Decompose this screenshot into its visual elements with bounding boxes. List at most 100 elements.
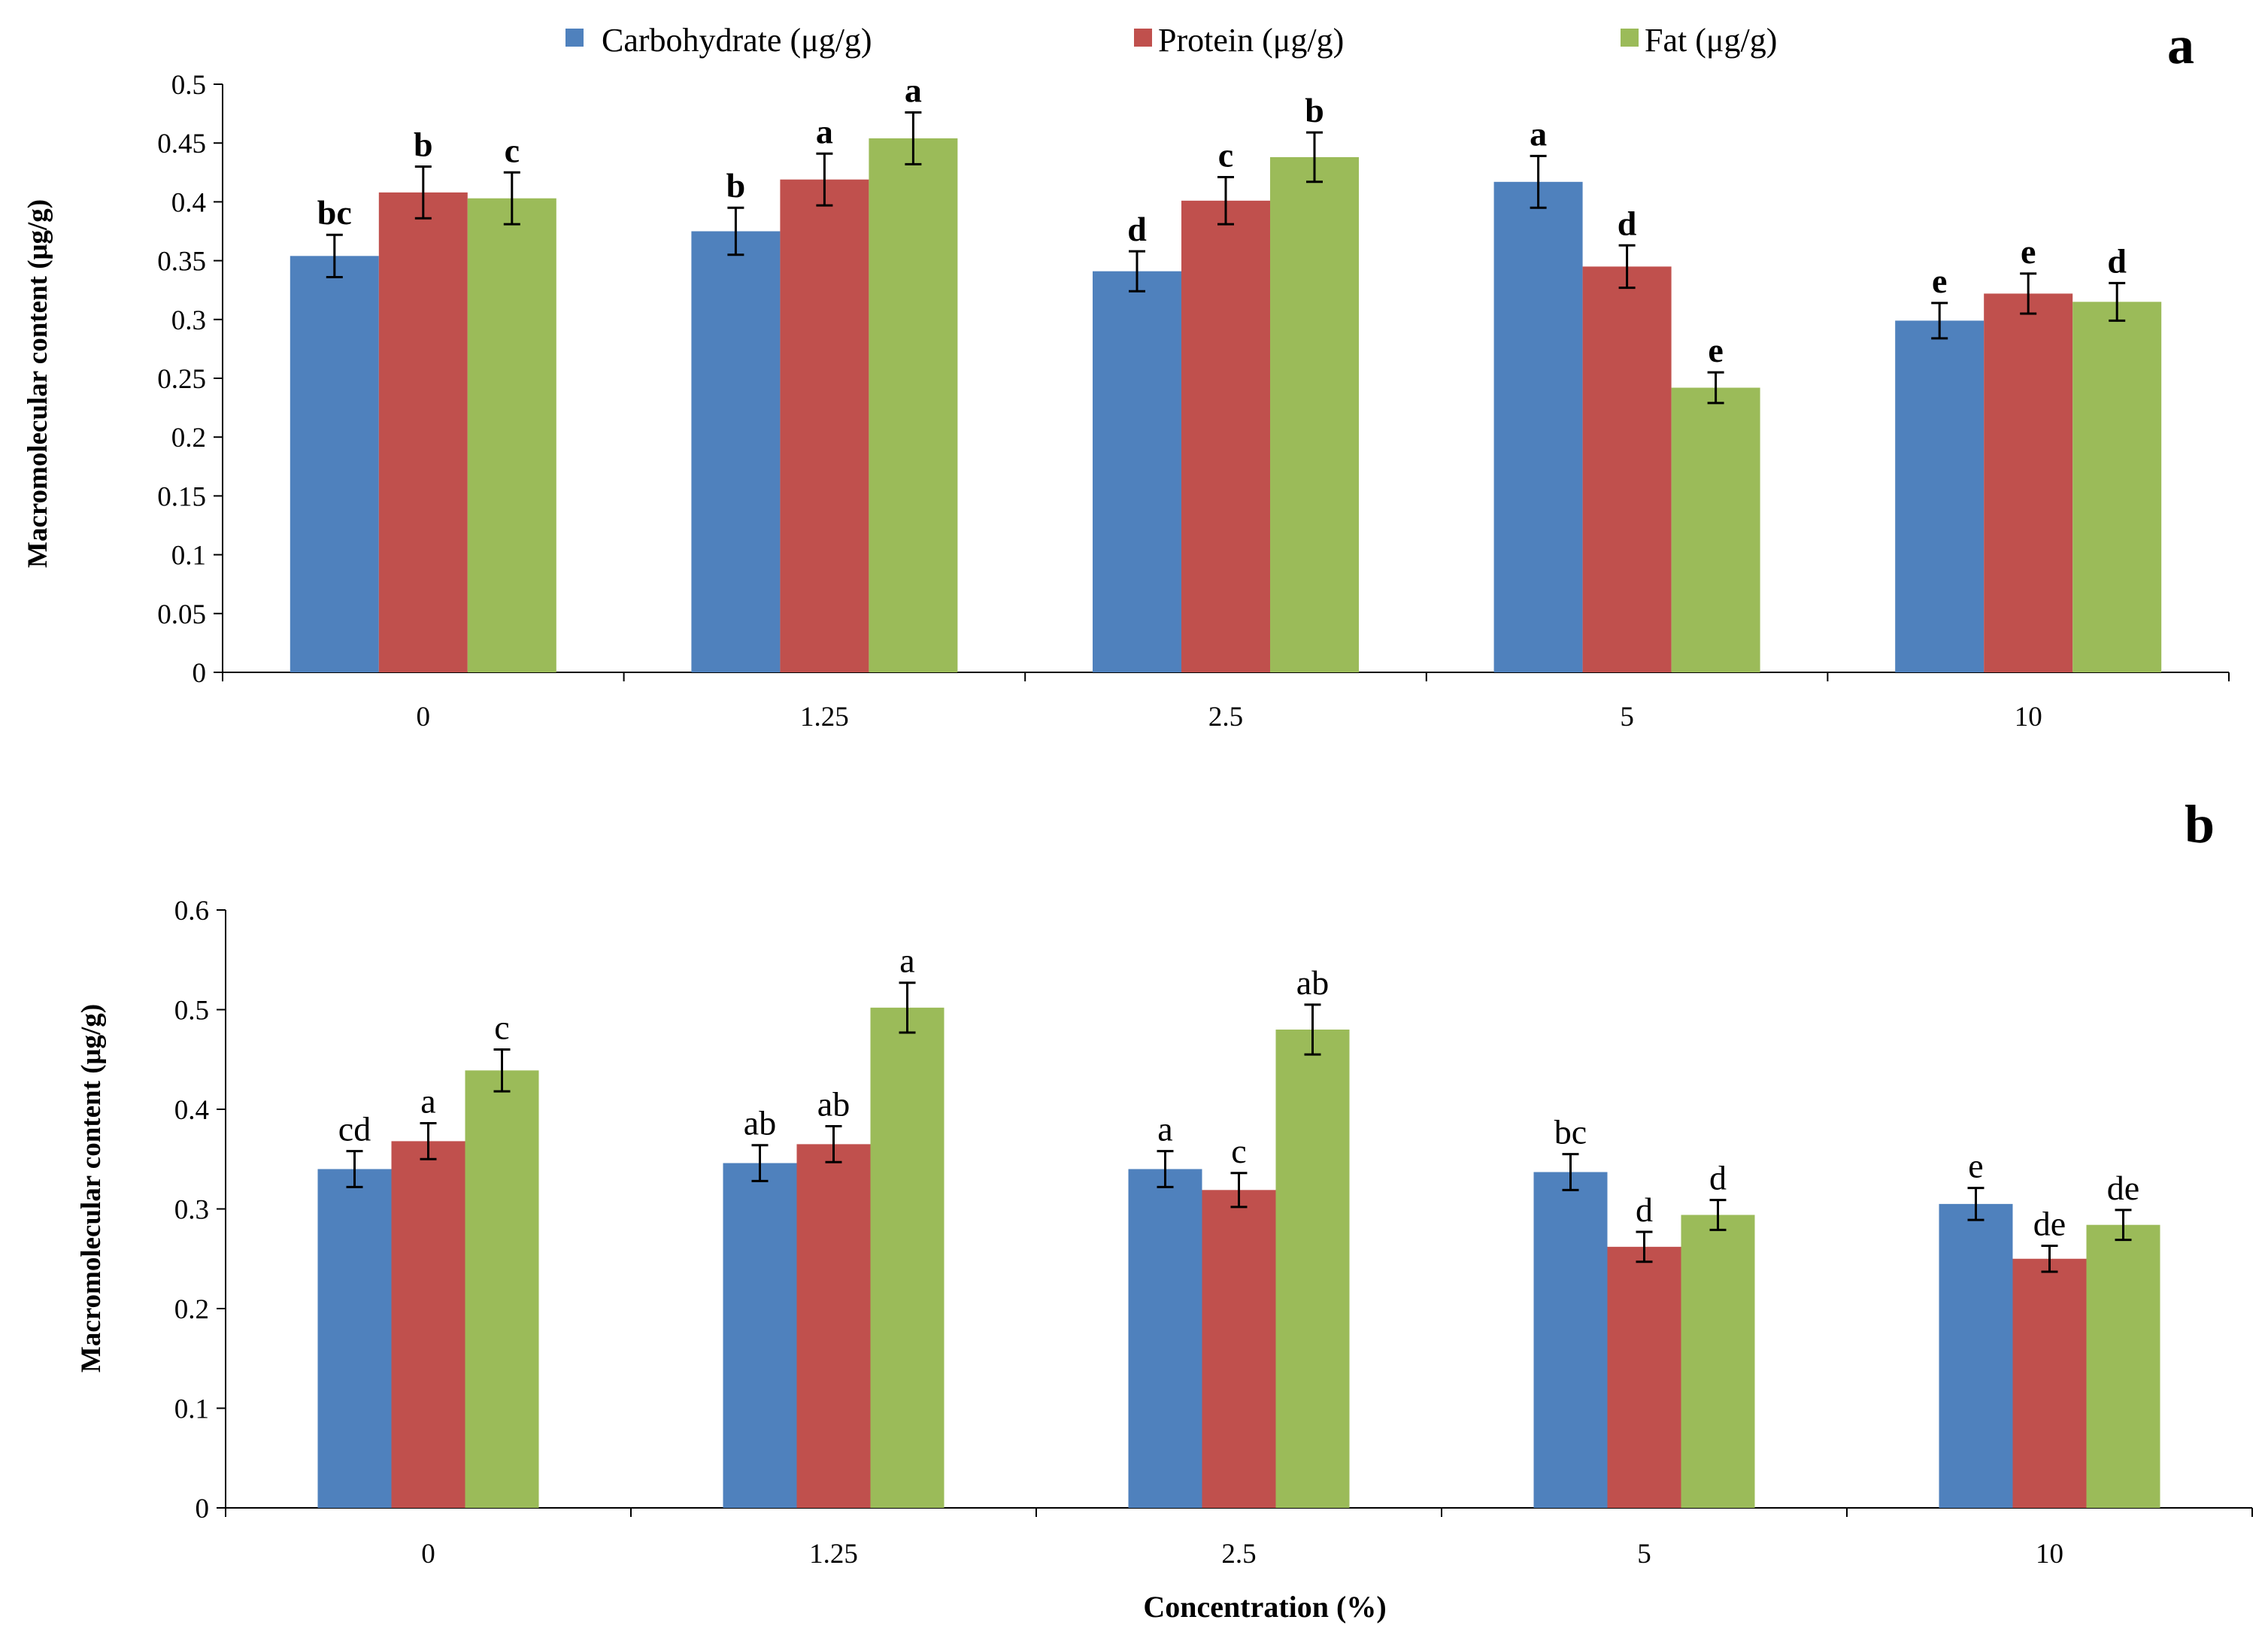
significance-letter: bc xyxy=(317,193,352,232)
bar-carbohydrate xyxy=(691,231,781,672)
x-tick-label: 5 xyxy=(1620,702,1634,733)
y-tick-label: 0.5 xyxy=(171,70,206,101)
significance-letter: d xyxy=(1618,204,1637,242)
significance-letter: d xyxy=(1709,1159,1727,1197)
bar-protein xyxy=(1181,200,1270,672)
bar-carbohydrate xyxy=(1128,1169,1202,1508)
significance-letter: d xyxy=(2107,241,2127,280)
bar-fat xyxy=(1270,156,1359,672)
significance-letter: c xyxy=(1231,1132,1246,1170)
significance-letter: a xyxy=(899,942,914,980)
significance-letter: ab xyxy=(1296,963,1329,1002)
legend-swatch-fat xyxy=(1621,29,1639,47)
y-tick-label: 0.15 xyxy=(157,481,206,512)
y-tick-label: 0 xyxy=(196,1494,210,1524)
legend-label-carbohydrate: Carbohydrate (μg/g) xyxy=(602,22,872,59)
bar-protein xyxy=(780,179,869,672)
significance-letter: e xyxy=(1708,331,1723,369)
y-tick-label: 0.4 xyxy=(174,1095,209,1126)
bar-protein xyxy=(1984,293,2073,672)
x-tick-label: 10 xyxy=(2015,702,2042,733)
significance-letter: c xyxy=(1218,136,1233,174)
significance-letter: a xyxy=(1157,1110,1172,1148)
significance-letter: b xyxy=(726,166,746,205)
y-tick-label: 0.2 xyxy=(174,1294,209,1325)
legend-label-protein: Protein (μg/g) xyxy=(1158,22,1344,59)
bar-protein xyxy=(2012,1258,2087,1508)
y-tick-label: 0.35 xyxy=(157,247,206,278)
bar-carbohydrate xyxy=(317,1169,392,1508)
bar-carbohydrate xyxy=(1533,1172,1608,1508)
bar-carbohydrate xyxy=(290,256,379,672)
bar-protein xyxy=(378,192,468,672)
panel-label-a: a xyxy=(2167,15,2194,75)
y-tick-label: 0.4 xyxy=(171,187,206,218)
plot-a: 0 0.05 0.1 0.15 0.2 0.25 0.3 0.35 0.4 0.45 0.5 0 1.2… xyxy=(157,70,2230,733)
bar-protein xyxy=(1607,1246,1681,1508)
bar-fat xyxy=(1671,387,1760,672)
significance-letter: bc xyxy=(1554,1113,1587,1151)
significance-letter: c xyxy=(494,1009,509,1047)
bar-carbohydrate xyxy=(723,1163,797,1508)
bar-protein xyxy=(391,1141,465,1508)
significance-letter: c xyxy=(505,131,520,169)
legend: Carbohydrate (μg/g) Protein (μg/g) Fat (… xyxy=(565,22,1777,59)
significance-letter: e xyxy=(1932,262,1947,300)
y-tick-label: 0 xyxy=(193,658,207,689)
y-tick-label: 0.05 xyxy=(157,599,206,630)
bar-fat xyxy=(2086,1224,2160,1508)
significance-letter: cd xyxy=(338,1110,371,1148)
x-tick-label: 1.25 xyxy=(800,702,849,733)
significance-letter: a xyxy=(420,1082,435,1121)
bar-fat xyxy=(467,198,556,672)
bar-carbohydrate xyxy=(1895,320,1984,672)
bar-protein xyxy=(796,1144,871,1508)
bar-fat xyxy=(1681,1215,1755,1508)
bar-carbohydrate xyxy=(1939,1203,2013,1508)
significance-letter: a xyxy=(816,112,833,150)
x-tick-label: 2.5 xyxy=(1221,1539,1256,1570)
bar-fat xyxy=(2072,302,2162,672)
x-tick-label: 10 xyxy=(2036,1539,2063,1570)
bar-carbohydrate xyxy=(1493,181,1583,672)
significance-letter: de xyxy=(2033,1205,2066,1243)
y-tick-label: 0.45 xyxy=(157,129,206,159)
significance-letter: ab xyxy=(817,1085,850,1124)
significance-letter: d xyxy=(1127,210,1147,248)
y-tick-label: 0.1 xyxy=(171,541,206,572)
y-tick-label: 0.3 xyxy=(174,1195,209,1226)
y-tick-label: 0.5 xyxy=(174,996,209,1027)
bar-fat xyxy=(1275,1030,1350,1508)
x-axis-title: Concentration (%) xyxy=(1143,1590,1386,1624)
y-axis-title-a: Macromolecular content (μg/g) xyxy=(23,199,53,568)
significance-letter: e xyxy=(1968,1147,1983,1185)
significance-letter: b xyxy=(414,125,433,163)
legend-label-fat: Fat (μg/g) xyxy=(1645,22,1777,59)
y-tick-label: 0.2 xyxy=(171,423,206,453)
significance-letter: e xyxy=(2021,232,2036,271)
bar-carbohydrate xyxy=(1093,271,1181,672)
y-tick-label: 0.6 xyxy=(174,896,209,927)
significance-letter: ab xyxy=(744,1104,776,1142)
significance-letter: b xyxy=(1305,91,1324,129)
y-tick-label: 0.1 xyxy=(174,1394,209,1425)
significance-letter: d xyxy=(1636,1191,1653,1229)
x-tick-label: 1.25 xyxy=(809,1539,858,1570)
panel-label-b: b xyxy=(2185,794,2215,854)
x-tick-label: 2.5 xyxy=(1208,702,1243,733)
significance-letter: de xyxy=(2107,1169,2139,1207)
y-tick-label: 0.3 xyxy=(171,305,206,336)
x-tick-label: 0 xyxy=(421,1539,435,1570)
x-tick-label: 0 xyxy=(417,702,431,733)
bar-fat xyxy=(870,1007,944,1508)
bar-fat xyxy=(465,1070,539,1508)
significance-letter: a xyxy=(905,71,922,110)
legend-swatch-protein xyxy=(1134,29,1152,47)
significance-letter: a xyxy=(1530,114,1547,153)
x-tick-label: 5 xyxy=(1637,1539,1651,1570)
y-tick-label: 0.25 xyxy=(157,364,206,395)
bar-fat xyxy=(869,138,958,673)
